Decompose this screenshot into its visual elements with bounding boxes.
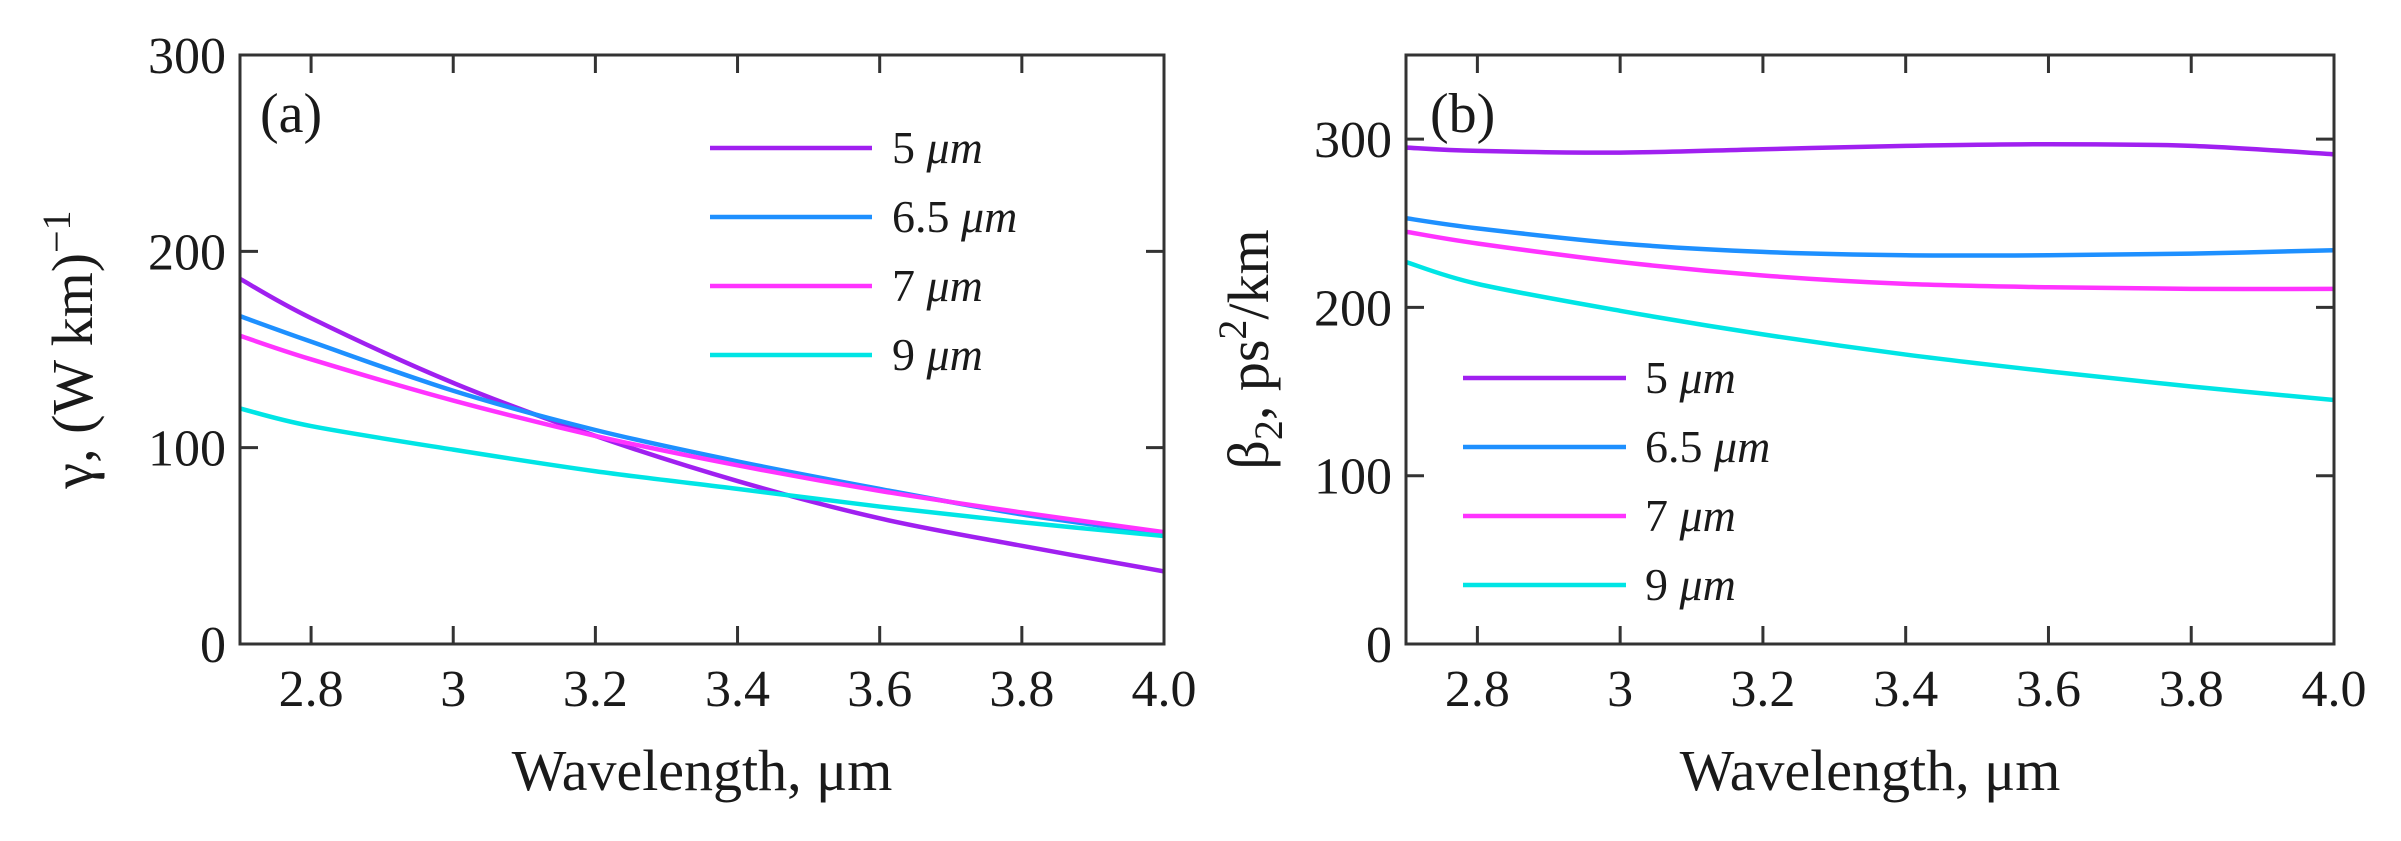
y-tick-label: 0 (200, 617, 226, 674)
series-line-2 (1406, 229, 2334, 292)
x-tick-label: 2.8 (279, 661, 344, 718)
legend-label-1: 6.5 μm (892, 191, 1017, 242)
y-axis-title: γ, (W km)−1 (34, 210, 105, 489)
x-tick-label: 3.2 (563, 661, 628, 718)
y-tick-label: 200 (148, 224, 226, 281)
legend-label-1: 6.5 μm (1645, 421, 1770, 472)
x-tick-label: 4.0 (1132, 661, 1197, 718)
legend-label-0: 5 μm (1645, 352, 1736, 403)
y-tick-label: 100 (148, 421, 226, 478)
x-tick-label: 3 (1607, 661, 1633, 718)
x-axis-title: Wavelength, μm (1680, 738, 2061, 803)
series-lines (240, 276, 1164, 574)
y-tick-label: 100 (1314, 449, 1392, 506)
x-tick-label: 3.4 (1873, 661, 1938, 718)
x-tick-label: 2.8 (1445, 661, 1510, 718)
plot-frame (238, 53, 1166, 646)
x-tick-label: 3 (440, 661, 466, 718)
x-tick-label: 3.6 (2016, 661, 2081, 718)
x-tick-label: 4.0 (2302, 661, 2367, 718)
y-axis-title: β2, ps2/km (1210, 229, 1291, 469)
series-line-3 (1406, 259, 2334, 403)
legend: 5 μm 6.5 μm 7 μm 9 μm (710, 122, 1017, 380)
panel-label: (a) (260, 83, 322, 145)
x-axis-title: Wavelength, μm (512, 738, 893, 803)
x-tick-label: 3.2 (1730, 661, 1795, 718)
legend-label-0: 5 μm (892, 122, 983, 173)
series-line-3 (240, 406, 1164, 539)
y-tick-label: 0 (1366, 617, 1392, 674)
y-tick-label: 200 (1314, 280, 1392, 337)
plot-frame (1404, 53, 2336, 646)
series-line-0 (240, 276, 1164, 574)
series-line-0 (1406, 141, 2334, 157)
chart-panel-b: 2.8 3 3.2 3.4 3.6 3.8 4.0 0 100 200 300 Wavelength,… (1210, 53, 2367, 803)
series-line-1 (1406, 215, 2334, 258)
legend-label-2: 7 μm (1645, 490, 1736, 541)
x-tick-label: 3.4 (705, 661, 770, 718)
legend-label-3: 9 μm (892, 329, 983, 380)
legend-label-3: 9 μm (1645, 559, 1736, 610)
panel-label: (b) (1430, 83, 1495, 145)
y-tick-label: 300 (148, 28, 226, 85)
x-tick-label: 3.8 (989, 661, 1054, 718)
series-lines (1406, 141, 2334, 403)
legend: 5 μm 6.5 μm 7 μm 9 μm (1463, 352, 1770, 610)
series-line-2 (240, 333, 1164, 535)
x-tick-label: 3.8 (2159, 661, 2224, 718)
legend-label-2: 7 μm (892, 260, 983, 311)
chart-panel-a: 2.8 3 3.2 3.4 3.6 3.8 4.0 0 100 200 300 Wavelength,… (34, 28, 1197, 803)
y-tick-label: 300 (1314, 112, 1392, 169)
x-tick-label: 3.6 (847, 661, 912, 718)
